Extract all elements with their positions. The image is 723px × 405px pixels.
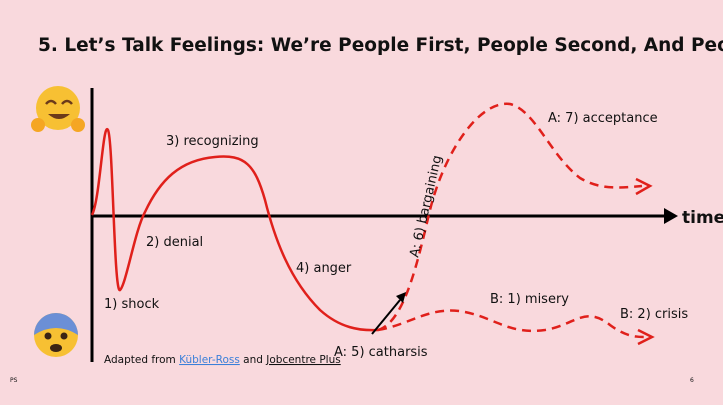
page-number: 6 (690, 377, 694, 384)
stage-label: 1) shock (104, 297, 160, 312)
fearful-face (34, 313, 78, 357)
stage-label: 4) anger (296, 261, 352, 276)
stage-label: A: 5) catharsis (334, 345, 428, 360)
link[interactable]: Kübler-Ross (179, 354, 240, 366)
stage-label: B: 2) crisis (620, 307, 688, 322)
pointer (371, 299, 401, 335)
dashed-curve-b (377, 309, 645, 339)
footer: Adapted from Kübler-Ross and Jobcentre P… (104, 354, 341, 366)
arrow-a (635, 177, 653, 196)
axis-label: time (682, 208, 723, 228)
stage-label: 2) denial (146, 235, 203, 250)
stage-label: A: 7) acceptance (548, 111, 658, 126)
happy-face (31, 86, 85, 132)
footer-text: and (243, 354, 263, 366)
solid-curve (90, 128, 379, 332)
link[interactable]: Jobcentre Plus (265, 354, 340, 366)
logo: PS (10, 377, 18, 384)
dashed-curve-a (377, 102, 643, 332)
stage-label: 3) recognizing (166, 134, 259, 149)
pointer-head (396, 292, 406, 303)
title: 5. Let’s Talk Feelings: We’re People Fir… (38, 35, 723, 56)
arrow-b (637, 328, 655, 346)
footer-text: Adapted from (104, 354, 176, 366)
axis-arrow (664, 208, 678, 224)
stage-label: B: 1) misery (490, 292, 569, 307)
